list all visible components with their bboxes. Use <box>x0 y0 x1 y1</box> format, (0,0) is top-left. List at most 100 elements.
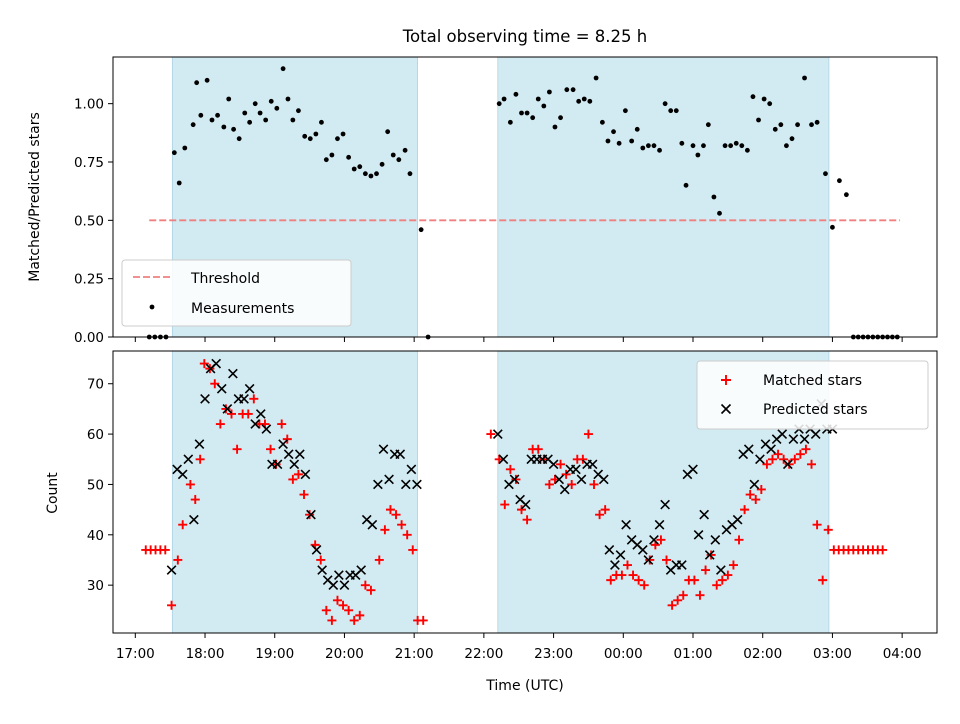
top-y-tick-label: 0.50 <box>74 213 104 229</box>
predicted-star-point <box>278 439 288 450</box>
predicted-star-point <box>615 550 626 560</box>
measurement-point <box>701 143 706 149</box>
predicted-star-point <box>571 464 581 475</box>
predicted-star-point <box>782 459 793 470</box>
predicted-star-point <box>395 449 406 460</box>
measurement-point <box>171 150 177 156</box>
measurement-point <box>576 98 582 104</box>
measurement-point <box>385 129 391 135</box>
predicted-star-point <box>216 383 227 394</box>
matched-star-point <box>701 565 711 575</box>
measurement-point <box>418 227 424 233</box>
matched-star-point <box>544 479 554 489</box>
matched-star-point <box>762 459 772 469</box>
matched-star-point <box>790 454 800 464</box>
matched-star-point <box>695 590 705 600</box>
chart-title: Total observing time = 8.25 h <box>402 27 647 46</box>
measurement-point <box>290 117 296 123</box>
predicted-star-point <box>356 565 367 575</box>
matched-star-point <box>517 505 527 515</box>
predicted-star-point <box>604 545 615 555</box>
predicted-star-point <box>676 560 687 570</box>
legend-predicted-label: Predicted stars <box>763 402 868 418</box>
matched-star-point <box>232 444 242 454</box>
matched-star-point <box>338 600 348 610</box>
matched-star-point <box>645 555 655 565</box>
predicted-star-point <box>211 358 222 369</box>
predicted-star-point <box>400 479 411 490</box>
matched-star-point <box>583 429 593 439</box>
bottom-series-predicted-stars <box>166 358 838 591</box>
predicted-star-point <box>766 444 776 455</box>
measurement-point <box>296 108 301 114</box>
measurement-point <box>501 96 507 102</box>
matched-star-point <box>402 530 412 540</box>
predicted-star-point <box>548 459 559 470</box>
measurement-point <box>541 103 547 109</box>
predicted-star-point <box>688 464 698 475</box>
measurement-point <box>717 210 722 216</box>
predicted-star-point <box>743 444 754 455</box>
bottom-shaded-interval <box>171 350 418 634</box>
matched-star-point <box>408 545 418 555</box>
measurement-point <box>236 136 242 142</box>
predicted-star-point <box>732 514 743 525</box>
legend-box <box>696 360 929 430</box>
measurement-point <box>802 75 807 81</box>
measurement-point <box>285 96 291 102</box>
measurement-point <box>605 138 611 144</box>
matched-star-point <box>418 615 428 625</box>
matched-star-point <box>628 570 638 580</box>
measurement-point <box>257 110 263 116</box>
predicted-star-point <box>788 434 799 444</box>
predicted-star-point <box>373 479 383 490</box>
measurement-point <box>302 133 308 139</box>
top-y-tick-label: 0.75 <box>74 155 104 171</box>
matched-star-point <box>606 575 616 585</box>
matched-star-point <box>667 600 677 610</box>
matched-star-point <box>656 535 666 545</box>
matched-star-point <box>823 525 833 535</box>
bottom-y-axis-label: Count <box>45 472 61 514</box>
measurement-point <box>357 164 363 170</box>
measurement-point <box>761 96 767 102</box>
measurement-point <box>513 91 519 97</box>
matched-star-point <box>305 510 315 520</box>
measurement-point <box>340 131 346 137</box>
matched-star-point <box>277 419 287 429</box>
measurement-point <box>662 101 668 107</box>
matched-star-point <box>745 490 755 500</box>
predicted-star-point <box>183 454 194 465</box>
predicted-star-point <box>587 459 598 470</box>
measurement-point <box>274 105 280 111</box>
predicted-star-point <box>637 545 648 555</box>
matched-star-point <box>190 495 200 505</box>
predicted-star-point <box>492 429 503 439</box>
predicted-star-point <box>799 434 810 444</box>
matched-star-point <box>199 359 209 369</box>
matched-star-point <box>678 590 688 600</box>
predicted-star-point <box>412 479 422 490</box>
x-tick-label: 22:00 <box>464 646 503 662</box>
matched-star-point <box>595 510 605 520</box>
measurement-point <box>402 147 408 153</box>
measurement-point <box>593 75 599 81</box>
measurement-point <box>496 101 502 107</box>
predicted-star-point <box>704 550 715 560</box>
predicted-star-point <box>810 429 821 439</box>
matched-star-point <box>391 510 401 520</box>
predicted-star-point <box>649 534 659 545</box>
matched-star-point <box>321 605 331 615</box>
matched-star-point <box>282 434 292 444</box>
predicted-star-point <box>660 499 670 510</box>
predicted-star-point <box>166 565 177 575</box>
measurement-point <box>390 152 396 158</box>
measurement-point <box>705 122 711 128</box>
matched-star-point <box>486 429 496 439</box>
measurement-point <box>374 171 379 177</box>
predicted-star-point <box>498 454 509 465</box>
matched-star-point <box>266 444 276 454</box>
measurement-point <box>640 145 646 151</box>
bottom-y-tick-label: 60 <box>87 427 104 443</box>
measurement-point <box>535 96 541 102</box>
